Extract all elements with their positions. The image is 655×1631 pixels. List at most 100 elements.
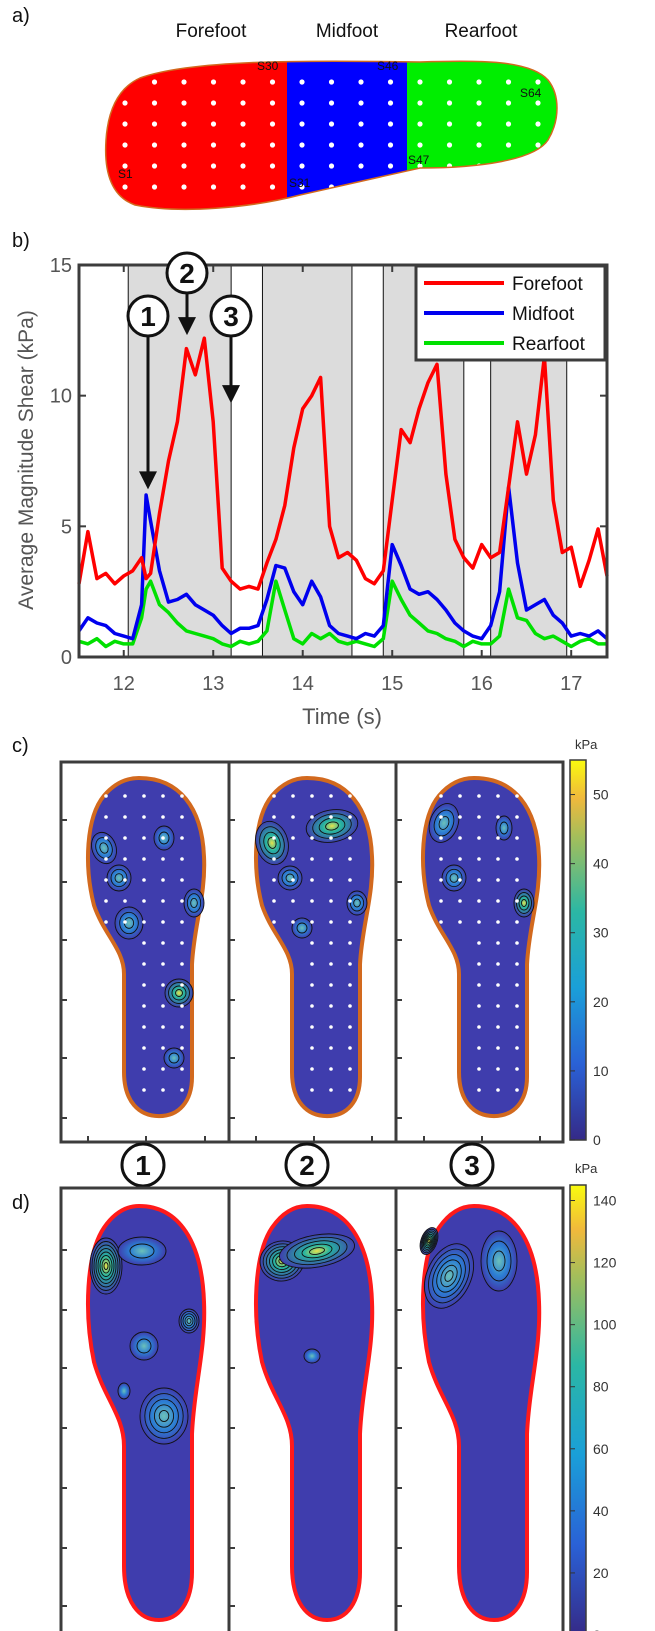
panel-number-label: 3 <box>464 1150 480 1181</box>
sensor-dot <box>104 857 108 861</box>
contour-ring <box>432 1254 466 1298</box>
panel-label-d: d) <box>12 1192 30 1214</box>
sensor-dot <box>272 836 276 840</box>
sensor-dot <box>496 1004 500 1008</box>
sensor-dot <box>535 184 541 190</box>
panel-number-label: 1 <box>135 1150 151 1181</box>
sensor-dot <box>348 836 352 840</box>
sensor-dot <box>496 836 500 840</box>
sensor-dot <box>272 794 276 798</box>
contour-ring <box>158 1409 170 1423</box>
sensor-dot <box>446 79 453 85</box>
contour-ring <box>516 892 532 914</box>
sensor-dot <box>496 1046 500 1050</box>
sensor-dot <box>387 163 394 169</box>
sensor-dot <box>477 1088 481 1092</box>
series-line-midfoot <box>77 485 609 641</box>
sensor-dot <box>123 878 127 882</box>
sensor-dot <box>299 100 305 106</box>
sensor-dot <box>161 1067 165 1071</box>
frame-c3 <box>394 760 565 1144</box>
contour-ring <box>421 1230 437 1252</box>
sensor-dot <box>496 878 500 882</box>
sensor-dot <box>272 857 276 861</box>
legend-label-forefoot: Forefoot <box>512 274 583 295</box>
sensor-dot <box>505 163 512 169</box>
sensor-dot <box>299 142 305 148</box>
sensor-dot <box>496 857 500 861</box>
sensor-dot <box>439 920 443 924</box>
sensor-dot <box>329 941 333 945</box>
sensor-dot <box>515 962 519 966</box>
sensor-dot <box>269 79 276 85</box>
colorbar-tick-label: 80 <box>593 1379 609 1395</box>
panel-number-circle <box>120 1142 166 1188</box>
sensor-dot <box>439 836 443 840</box>
sensor-dot <box>477 1046 481 1050</box>
sensor-dot <box>477 983 481 987</box>
contour-ring <box>99 842 109 854</box>
sensor-dot <box>515 920 519 924</box>
series-line-rearfoot <box>78 579 607 649</box>
sensor-dot <box>417 121 423 127</box>
contour-ring <box>277 865 303 891</box>
sensor-dot <box>496 920 500 924</box>
sensor-dot <box>329 1004 333 1008</box>
panel-number-label: 2 <box>299 1150 315 1181</box>
contour-ring <box>495 815 513 841</box>
sensor-dot <box>181 142 187 148</box>
annotation-label: 1 <box>140 301 156 332</box>
contour-ring <box>129 1243 155 1259</box>
contour-ring <box>513 888 535 918</box>
sensor-dot <box>210 184 217 190</box>
sensor-dot <box>142 1046 146 1050</box>
sensor-dot <box>476 121 482 127</box>
sensor-dot <box>358 163 364 169</box>
contour-ring <box>91 1241 121 1291</box>
sensor-dot <box>535 79 541 85</box>
sensor-dot <box>180 899 184 903</box>
sensor-dot <box>161 857 165 861</box>
insole-map-d1 <box>86 1203 207 1623</box>
sensor-dot <box>348 857 352 861</box>
contour-ring <box>420 1228 438 1254</box>
contour-ring <box>428 803 460 843</box>
sensor-dot <box>348 1088 352 1092</box>
sensor-dot <box>291 794 295 798</box>
sensor-dot <box>291 878 295 882</box>
colorbar-tick-label: 10 <box>593 1063 609 1079</box>
contour-ring <box>303 1348 321 1364</box>
contour-ring <box>436 1259 462 1293</box>
sensor-dot <box>329 983 333 987</box>
sensor-dot <box>328 121 335 127</box>
sensor-dot <box>122 142 128 148</box>
sensor-dot <box>477 857 481 861</box>
sensor-dot <box>210 121 217 127</box>
sensor-dot <box>476 100 482 106</box>
x-tick-label: 12 <box>113 673 135 695</box>
contour-ring <box>114 906 144 940</box>
sensor-dot <box>181 184 187 190</box>
sensor-dot <box>291 899 295 903</box>
sensor-dot <box>181 163 187 169</box>
sensor-dot <box>439 899 443 903</box>
sensor-dot <box>104 794 108 798</box>
sensor-dot <box>358 121 364 127</box>
sensor-dot <box>210 142 217 148</box>
sensor-label-s31: S31 <box>289 176 311 190</box>
sensor-dot <box>151 163 158 169</box>
contour-ring <box>153 1404 175 1428</box>
sensor-dot <box>535 163 541 169</box>
contour-ring <box>95 1248 117 1284</box>
contour-ring <box>267 837 277 849</box>
sensor-dot <box>477 899 481 903</box>
colorbar-d-gradient <box>569 1184 587 1631</box>
sensor-dot <box>387 79 394 85</box>
insole-outline <box>421 775 542 1119</box>
sensor-label-s30: S30 <box>257 59 279 73</box>
sensor-dot <box>417 79 423 85</box>
sensor-dot <box>142 794 146 798</box>
sensor-dot <box>535 121 541 127</box>
sensor-dot <box>310 1025 314 1029</box>
contour-ring <box>163 1047 185 1069</box>
